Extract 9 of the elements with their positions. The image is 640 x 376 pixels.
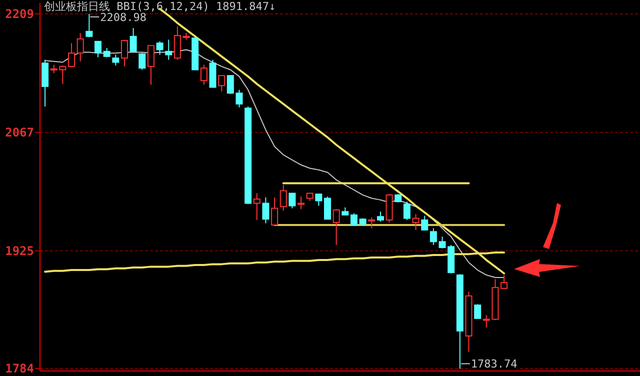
y-tick-label: 2209 bbox=[5, 6, 34, 21]
annotation: 1783.74 bbox=[460, 358, 518, 371]
annotation: 1783.74 bbox=[470, 358, 518, 371]
annotation: 2208.98 bbox=[90, 10, 147, 24]
y-tick-label: 2067 bbox=[5, 125, 34, 140]
y-tick-label: 1925 bbox=[5, 244, 34, 258]
title: 创业板指日线 BBI(3,6,12,24) 1891.847↓ bbox=[44, 0, 276, 13]
y-tick-label: 1784 bbox=[5, 361, 34, 376]
annotation: 2208.98 bbox=[100, 10, 147, 24]
